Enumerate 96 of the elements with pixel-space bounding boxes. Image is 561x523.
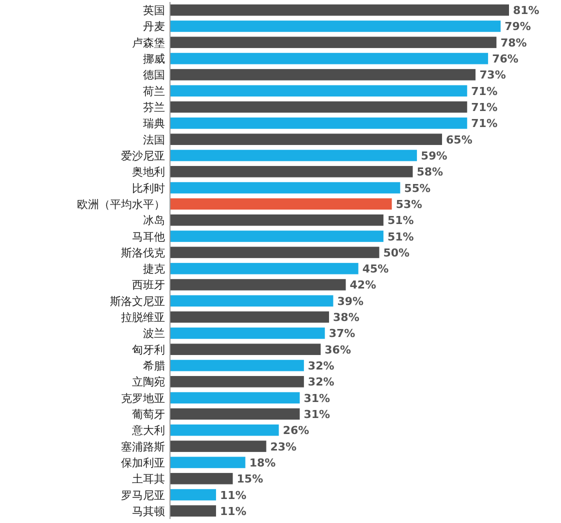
data-label: 55% bbox=[404, 182, 431, 195]
bar bbox=[170, 4, 509, 16]
y-tick-label: 捷克 bbox=[143, 262, 165, 276]
bar bbox=[170, 344, 321, 356]
bar bbox=[170, 182, 400, 194]
data-label: 32% bbox=[308, 360, 334, 373]
bar bbox=[170, 489, 216, 500]
data-label: 58% bbox=[416, 166, 444, 179]
y-tick-label: 斯洛伐克 bbox=[121, 246, 165, 260]
y-tick-label: 希腊 bbox=[143, 360, 165, 373]
y-tick-label: 马耳他 bbox=[132, 230, 165, 244]
data-label: 71% bbox=[471, 84, 498, 98]
y-tick-label: 欧洲（平均水平） bbox=[77, 198, 165, 211]
bar bbox=[170, 230, 384, 242]
y-tick-label: 意大利 bbox=[131, 424, 165, 438]
data-label: 11% bbox=[220, 488, 246, 502]
y-tick-label: 斯洛文尼亚 bbox=[110, 294, 165, 308]
bar bbox=[170, 36, 496, 48]
y-tick-label: 英国 bbox=[143, 4, 165, 18]
data-label: 78% bbox=[500, 36, 527, 50]
data-label: 79% bbox=[504, 20, 531, 34]
data-label: 51% bbox=[387, 214, 414, 228]
bar bbox=[170, 472, 233, 484]
bar bbox=[170, 424, 279, 436]
y-tick-label: 保加利亚 bbox=[121, 456, 165, 470]
bar bbox=[170, 85, 468, 97]
y-tick-label: 土耳其 bbox=[132, 472, 165, 486]
bar bbox=[170, 360, 304, 372]
data-label: 39% bbox=[337, 294, 364, 308]
data-label: 59% bbox=[420, 149, 448, 162]
bar bbox=[170, 118, 468, 129]
y-tick-label: 丹麦 bbox=[143, 20, 165, 34]
y-tick-label: 爱沙尼亚 bbox=[121, 149, 165, 162]
y-tick-label: 冰岛 bbox=[143, 214, 165, 228]
bar bbox=[170, 198, 392, 210]
bar bbox=[170, 295, 334, 307]
bar bbox=[170, 376, 304, 388]
y-tick-label: 马其顿 bbox=[132, 504, 165, 518]
data-label: 11% bbox=[220, 504, 246, 518]
bar bbox=[170, 246, 380, 258]
bar bbox=[170, 392, 300, 404]
bar bbox=[170, 279, 346, 290]
data-label: 65% bbox=[446, 133, 472, 146]
data-label: 42% bbox=[350, 278, 376, 292]
data-label: 36% bbox=[324, 343, 352, 356]
data-label: 50% bbox=[383, 246, 410, 260]
bar bbox=[170, 408, 300, 420]
data-label: 45% bbox=[362, 262, 389, 276]
data-label: 71% bbox=[471, 101, 498, 114]
bar bbox=[170, 214, 384, 226]
data-label: 37% bbox=[328, 327, 356, 340]
y-tick-label: 西班牙 bbox=[132, 278, 165, 292]
y-tick-label: 塞浦路斯 bbox=[121, 440, 165, 454]
y-tick-label: 波兰 bbox=[143, 327, 165, 340]
bar bbox=[170, 150, 417, 162]
y-tick-label: 拉脱维亚 bbox=[121, 311, 165, 324]
bar bbox=[170, 440, 266, 452]
bar bbox=[170, 262, 358, 274]
bar bbox=[170, 52, 488, 64]
y-tick-label: 葡萄牙 bbox=[132, 408, 165, 421]
y-tick-label: 罗马尼亚 bbox=[121, 488, 165, 502]
data-label: 53% bbox=[396, 198, 422, 211]
data-label: 23% bbox=[270, 440, 297, 454]
bar bbox=[170, 134, 442, 145]
bar bbox=[170, 505, 216, 517]
y-tick-label: 德国 bbox=[143, 68, 165, 82]
y-tick-label: 荷兰 bbox=[143, 84, 165, 98]
bar bbox=[170, 328, 325, 339]
y-tick-label: 立陶宛 bbox=[132, 376, 165, 389]
y-tick-label: 瑞典 bbox=[143, 117, 165, 130]
y-tick-label: 卢森堡 bbox=[132, 36, 165, 50]
bar bbox=[170, 311, 330, 323]
bar bbox=[170, 101, 468, 113]
y-tick-label: 比利时 bbox=[132, 182, 165, 195]
y-tick-label: 奥地利 bbox=[132, 166, 165, 179]
data-label: 81% bbox=[513, 4, 540, 18]
bar bbox=[170, 69, 476, 80]
data-label: 51% bbox=[387, 230, 414, 244]
y-tick-label: 法国 bbox=[143, 133, 165, 146]
data-label: 76% bbox=[492, 52, 518, 66]
bar bbox=[170, 20, 501, 32]
data-label: 31% bbox=[304, 408, 330, 421]
data-label: 73% bbox=[480, 68, 506, 82]
y-tick-label: 芬兰 bbox=[143, 101, 165, 114]
data-label: 71% bbox=[471, 117, 498, 130]
y-tick-label: 匈牙利 bbox=[132, 343, 165, 356]
data-label: 15% bbox=[236, 472, 264, 486]
bar bbox=[170, 166, 413, 178]
y-tick-label: 克罗地亚 bbox=[121, 392, 165, 405]
data-label: 31% bbox=[304, 392, 330, 405]
data-label: 32% bbox=[308, 376, 334, 389]
data-label: 38% bbox=[333, 311, 360, 324]
bar bbox=[170, 456, 246, 468]
y-tick-label: 挪威 bbox=[143, 52, 165, 66]
data-label: 26% bbox=[282, 424, 310, 438]
data-label: 18% bbox=[249, 456, 276, 470]
